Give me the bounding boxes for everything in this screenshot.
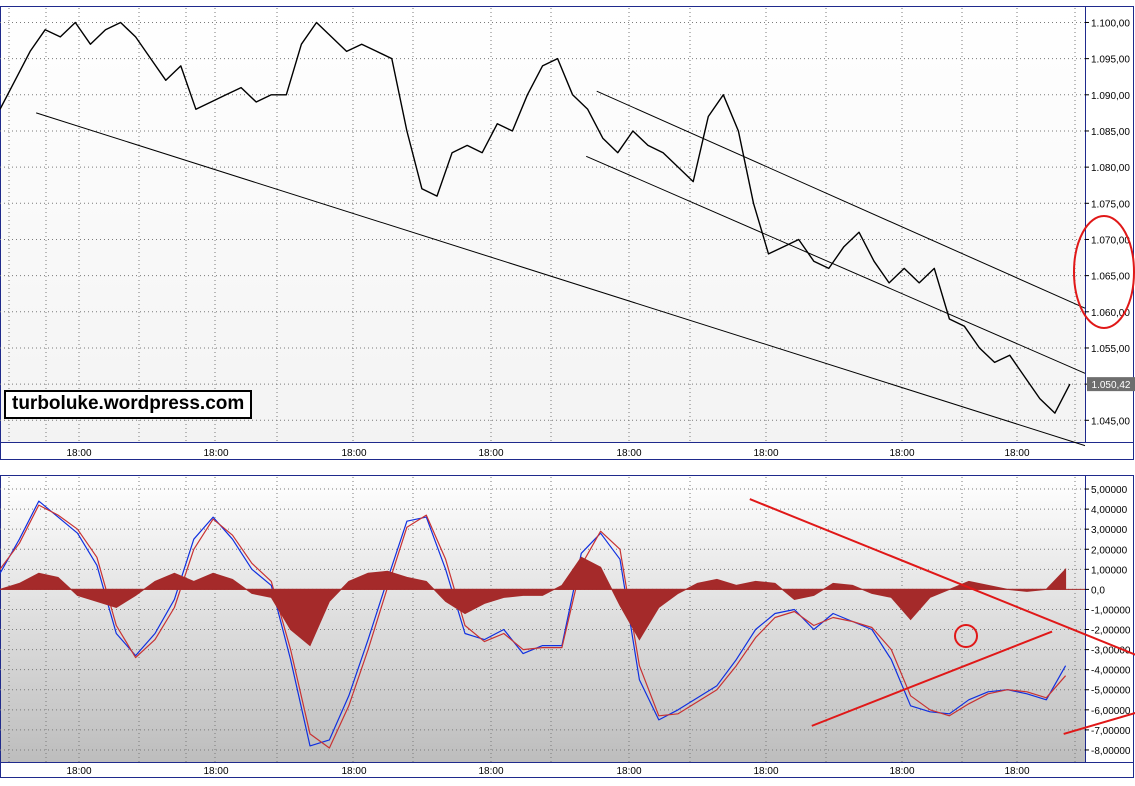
y-tick-label: 1.070,00 <box>1091 235 1130 246</box>
x-tick-label: 18:00 <box>478 448 503 459</box>
y-tick-label: 1.075,00 <box>1091 199 1130 210</box>
y-tick-label: -3,00000 <box>1091 646 1131 657</box>
trendline <box>1063 712 1135 735</box>
y-tick-label: 1.055,00 <box>1091 344 1130 355</box>
last-price-box <box>1087 377 1135 392</box>
trendline <box>36 112 1086 447</box>
trendline <box>596 90 1086 309</box>
x-tick-label: 18:00 <box>1004 766 1029 777</box>
macd-line-1 <box>0 504 1067 749</box>
plot-background <box>0 8 1085 442</box>
x-tick-label: 18:00 <box>478 766 503 777</box>
y-tick-label: 1.065,00 <box>1091 272 1130 283</box>
annotation-ellipse <box>1073 215 1135 329</box>
x-tick-label: 18:00 <box>616 448 641 459</box>
trendline <box>811 630 1053 727</box>
panel-frame <box>0 475 1134 778</box>
plot-background <box>0 477 1085 762</box>
last-price-label: 1.050,42 <box>1092 380 1131 391</box>
y-tick-label: -1,00000 <box>1091 605 1131 616</box>
histogram-area <box>0 556 1067 647</box>
panel-frame <box>0 6 1134 460</box>
x-tick-label: 18:00 <box>889 766 914 777</box>
y-tick-label: 1.100,00 <box>1091 18 1130 29</box>
x-tick-label: 18:00 <box>753 766 778 777</box>
x-tick-label: 18:00 <box>66 448 91 459</box>
y-tick-label: -2,00000 <box>1091 626 1131 637</box>
x-tick-label: 18:00 <box>341 766 366 777</box>
y-tick-label: 3,00000 <box>1091 525 1128 536</box>
x-tick-label: 18:00 <box>203 766 228 777</box>
y-tick-label: 1.095,00 <box>1091 55 1130 66</box>
y-tick-label: 1,00000 <box>1091 565 1128 576</box>
y-tick-label: -6,00000 <box>1091 706 1131 717</box>
y-tick-label: -5,00000 <box>1091 686 1131 697</box>
y-tick-label: -7,00000 <box>1091 726 1131 737</box>
x-tick-label: 18:00 <box>203 448 228 459</box>
x-tick-label: 18:00 <box>341 448 366 459</box>
y-tick-label: 1.080,00 <box>1091 163 1130 174</box>
trendline <box>586 155 1086 374</box>
x-tick-label: 18:00 <box>66 766 91 777</box>
x-tick-label: 18:00 <box>753 448 778 459</box>
y-tick-label: -8,00000 <box>1091 746 1131 757</box>
y-tick-label: -4,00000 <box>1091 666 1131 677</box>
y-tick-label: 0,0 <box>1091 585 1105 596</box>
x-tick-label: 18:00 <box>889 448 914 459</box>
y-tick-label: 1.085,00 <box>1091 127 1130 138</box>
annotation-circle <box>954 624 978 648</box>
y-tick-label: 1.090,00 <box>1091 91 1130 102</box>
y-tick-label: 5,00000 <box>1091 485 1128 496</box>
x-tick-label: 18:00 <box>616 766 641 777</box>
x-tick-label: 18:00 <box>1004 448 1029 459</box>
watermark-label: turboluke.wordpress.com <box>4 390 253 419</box>
y-tick-label: 1.060,00 <box>1091 308 1130 319</box>
y-tick-label: 1.045,00 <box>1091 416 1130 427</box>
y-tick-label: 4,00000 <box>1091 505 1128 516</box>
y-tick-label: 2,00000 <box>1091 545 1128 556</box>
trendline <box>749 498 1135 656</box>
price-line <box>0 21 1071 414</box>
